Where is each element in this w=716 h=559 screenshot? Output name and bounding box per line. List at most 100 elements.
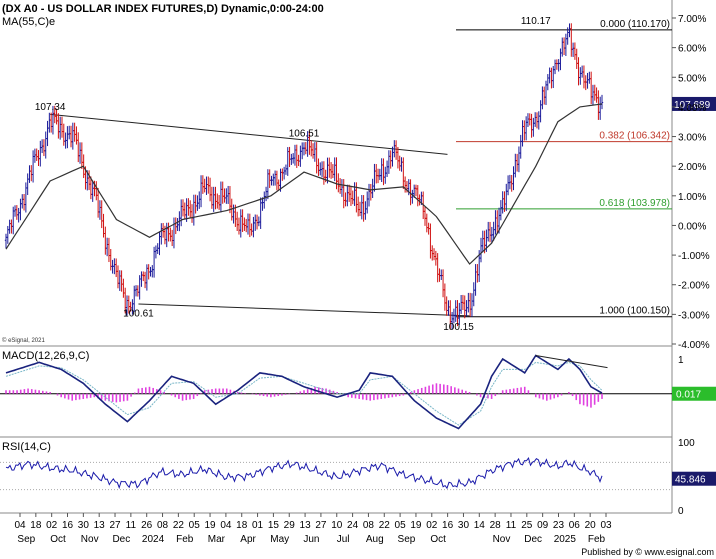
macd-lines (5, 354, 608, 430)
x-tick-label: 28 (490, 520, 502, 531)
x-month-label: Jul (337, 534, 350, 545)
x-tick-label: 02 (46, 520, 58, 531)
price-y-tick-label: -3.00% (678, 310, 710, 321)
macd-last-value-box (672, 386, 716, 401)
rsi-y-axis: 10050045.846 (672, 438, 716, 517)
x-tick-label: 05 (395, 520, 407, 531)
rsi-last-value: 45.846 (675, 475, 706, 486)
x-month-label: 2025 (554, 534, 577, 545)
fibonacci-levels: 0.000 (110.170) 0.382 (106.342) 0.618 (103… (456, 19, 672, 318)
x-month-label: Nov (81, 534, 99, 545)
price-trendline (50, 113, 448, 155)
ma-55-line (5, 103, 603, 265)
x-month-label: 2024 (142, 534, 165, 545)
x-month-label: Dec (524, 534, 542, 545)
rsi-title: RSI(14,C) (2, 441, 51, 453)
macd-last-value: 0.017 (676, 390, 701, 401)
x-tick-label: 11 (126, 520, 137, 531)
price-bars (4, 23, 604, 330)
x-month-label: Dec (112, 534, 130, 545)
x-tick-label: 01 (252, 520, 264, 531)
x-tick-label: 25 (521, 520, 533, 531)
panel-frames (0, 0, 673, 514)
x-tick-label: 06 (569, 520, 581, 531)
x-tick-label: 30 (78, 520, 90, 531)
x-tick-label: 22 (379, 520, 391, 531)
x-tick-label: 14 (474, 520, 486, 531)
price-y-tick-label: -4.00% (678, 340, 710, 351)
x-tick-label: 13 (300, 520, 312, 531)
x-tick-label: 04 (220, 520, 232, 531)
copyright-text: © eSignal, 2021 (2, 337, 45, 344)
x-tick-label: 20 (585, 520, 597, 531)
macd-histogram (0, 383, 672, 408)
x-tick-label: 22 (173, 520, 185, 531)
price-last-value: 107.689 (674, 100, 711, 111)
rsi-line (5, 457, 603, 490)
x-month-label: Sep (17, 534, 35, 545)
x-axis: 04 18 02 16 30 13 27 11 26 08 22 05 19 04 18 01 15 29 13 27… (14, 513, 612, 545)
price-y-tick-label: -2.00% (678, 281, 710, 292)
x-tick-label: 03 (600, 520, 612, 531)
x-month-label: May (270, 534, 289, 545)
fib-level-label: 0.382 (106.342) (599, 131, 670, 142)
chart-title: (DX A0 - US DOLLAR INDEX FUTURES,D) Dyna… (2, 3, 324, 15)
x-month-label: Mar (208, 534, 226, 545)
x-tick-label: 19 (204, 520, 216, 531)
x-tick-label: 05 (189, 520, 201, 531)
x-month-label: Aug (366, 534, 384, 545)
x-month-label: Sep (398, 534, 416, 545)
price-y-tick-label: 5.00% (678, 73, 706, 84)
price-y-tick-label: 1.00% (678, 192, 706, 203)
x-month-label: Feb (588, 534, 606, 545)
x-tick-label: 16 (442, 520, 454, 531)
x-tick-label: 15 (268, 520, 280, 531)
fib-level-label: 1.000 (100.150) (599, 306, 670, 317)
x-tick-label: 19 (410, 520, 422, 531)
price-swing-label: 107.34 (35, 102, 66, 113)
price-last-value-box (672, 96, 716, 111)
rsi-last-value-box (672, 471, 716, 486)
macd-y-axis: 100.017 (672, 355, 716, 401)
x-tick-label: 27 (315, 520, 327, 531)
price-y-axis: 7.00% 6.00% 5.00% 4.00% 3.00% 2.00% 1.00% 0.00%… (672, 14, 710, 351)
x-tick-label: 10 (331, 520, 343, 531)
macd-trendline (535, 354, 608, 369)
fib-level-label: 0.618 (103.978) (599, 198, 670, 209)
macd-y-tick-label: 1 (678, 355, 684, 366)
x-tick-label: 11 (506, 520, 517, 531)
x-tick-label: 09 (537, 520, 549, 531)
macd-title: MACD(12,26,9,C) (2, 350, 89, 362)
x-tick-label: 08 (363, 520, 375, 531)
x-tick-label: 13 (94, 520, 106, 531)
price-y-tick-label: 4.00% (678, 103, 706, 114)
rsi-y-tick-label: 0 (678, 506, 684, 517)
x-tick-label: 16 (62, 520, 74, 531)
price-y-tick-label: 2.00% (678, 162, 706, 173)
price-trendlines (50, 113, 470, 317)
rsi-y-tick-label: 100 (678, 438, 695, 449)
x-month-label: Feb (176, 534, 194, 545)
x-month-label: Apr (240, 534, 256, 545)
price-y-tick-label: 3.00% (678, 133, 706, 144)
price-swing-label: 100.61 (123, 309, 154, 320)
x-tick-label: 08 (157, 520, 169, 531)
x-month-label: Nov (493, 534, 511, 545)
price-swing-label: 100.15 (443, 322, 474, 333)
x-tick-label: 18 (236, 520, 248, 531)
x-tick-label: 04 (14, 520, 26, 531)
x-tick-label: 26 (141, 520, 153, 531)
price-y-tick-label: 6.00% (678, 44, 706, 55)
moving-average-line (5, 103, 603, 265)
ma-label: MA(55,C)e (2, 16, 55, 28)
price-y-tick-label: 0.00% (678, 221, 706, 232)
x-tick-label: 23 (553, 520, 565, 531)
price-y-tick-label: 7.00% (678, 14, 706, 25)
x-month-label: Oct (430, 534, 446, 545)
x-tick-label: 02 (426, 520, 438, 531)
price-annotations: 107.34 100.61 106.51 100.15 110.17 107.689 (35, 16, 716, 333)
x-month-label: Oct (50, 534, 66, 545)
x-tick-label: 24 (347, 520, 359, 531)
